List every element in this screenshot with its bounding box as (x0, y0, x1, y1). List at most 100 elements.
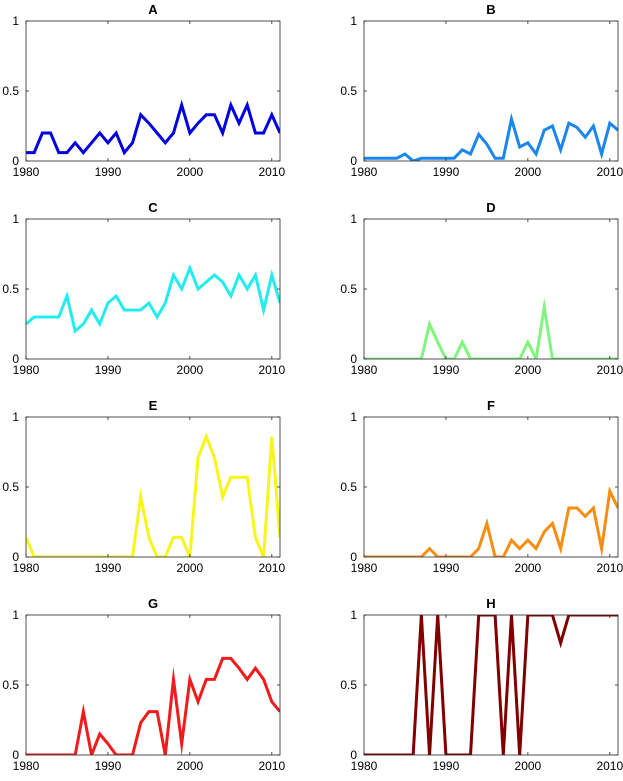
y-tick-label: 0.5 (340, 480, 357, 494)
axes-box (363, 20, 619, 162)
x-tick-label: 1990 (433, 759, 460, 773)
y-tick-label: 0 (12, 154, 19, 168)
data-point (404, 153, 406, 155)
data-point (551, 522, 553, 524)
subplot-title: F (487, 398, 495, 413)
data-point (140, 496, 142, 498)
data-point (600, 153, 602, 155)
subplot-a: A 0 0.5 1 1980 1990 2000 2010 (2, 2, 285, 179)
data-point (271, 701, 273, 703)
series-line (26, 263, 280, 334)
data-point (148, 302, 150, 304)
y-tick-label: 0 (12, 352, 19, 366)
data-point (510, 539, 512, 541)
x-tick-label: 1980 (351, 561, 378, 575)
data-point (246, 678, 248, 680)
y-tick-label: 0 (350, 748, 357, 762)
data-point (609, 122, 611, 124)
data-point (254, 132, 256, 134)
x-tick-label: 1990 (95, 759, 122, 773)
data-point (197, 456, 199, 458)
subplot-d: D 0 0.5 1 1980 1990 2000 2010 (340, 200, 623, 377)
data-point (478, 547, 480, 549)
data-point (437, 157, 439, 159)
axes-box (25, 20, 281, 162)
data-point (131, 309, 133, 311)
series-line (364, 112, 618, 161)
data-point (254, 667, 256, 669)
x-tick-label: 2010 (596, 363, 623, 377)
data-point (584, 136, 586, 138)
data-point (379, 157, 381, 159)
y-tick-label: 0 (350, 550, 357, 564)
data-point (99, 132, 101, 134)
y-tick-label: 0.5 (340, 282, 357, 296)
data-point (221, 132, 223, 134)
data-point (140, 722, 142, 724)
data-point (66, 295, 68, 297)
x-tick-label: 1990 (95, 561, 122, 575)
data-point (148, 710, 150, 712)
data-point (221, 496, 223, 498)
data-point (271, 274, 273, 276)
data-point (74, 142, 76, 144)
y-tick-label: 1 (350, 410, 357, 424)
y-tick-label: 0 (12, 748, 19, 762)
data-point (180, 536, 182, 538)
data-point (396, 157, 398, 159)
data-point (172, 132, 174, 134)
data-point (568, 122, 570, 124)
data-point (172, 536, 174, 538)
data-point (371, 157, 373, 159)
x-tick-label: 2000 (515, 561, 542, 575)
data-point (428, 157, 430, 159)
subplot-title: B (486, 2, 495, 17)
data-point (469, 153, 471, 155)
data-point (82, 151, 84, 153)
y-tick-label: 0.5 (2, 84, 19, 98)
x-tick-label: 1980 (351, 165, 378, 179)
data-point (559, 547, 561, 549)
data-point (33, 151, 35, 153)
data-point (99, 733, 101, 735)
data-point (262, 132, 264, 134)
data-point (82, 710, 84, 712)
x-tick-label: 2010 (596, 759, 623, 773)
y-tick-label: 0 (12, 550, 19, 564)
x-tick-label: 1990 (433, 363, 460, 377)
axes-box (363, 218, 619, 360)
data-point (49, 132, 51, 134)
x-tick-label: 2000 (515, 363, 542, 377)
data-point (527, 142, 529, 144)
data-point (213, 678, 215, 680)
data-point (262, 309, 264, 311)
data-point (107, 142, 109, 144)
data-point (246, 476, 248, 478)
x-tick-label: 1980 (13, 165, 40, 179)
x-tick-label: 2010 (596, 561, 623, 575)
x-tick-label: 2010 (258, 363, 285, 377)
data-point (90, 309, 92, 311)
data-point (156, 316, 158, 318)
data-point (551, 125, 553, 127)
data-point (246, 288, 248, 290)
data-point (453, 157, 455, 159)
x-tick-label: 2000 (177, 561, 204, 575)
data-point (180, 743, 182, 745)
x-tick-label: 2000 (515, 165, 542, 179)
data-point (510, 118, 512, 120)
data-point (115, 295, 117, 297)
data-point (189, 678, 191, 680)
data-point (164, 302, 166, 304)
data-point (230, 657, 232, 659)
x-tick-label: 1990 (433, 561, 460, 575)
data-point (576, 126, 578, 128)
data-point (518, 547, 520, 549)
subplot-h: H 0 0.5 1 1980 1990 2000 2010 (340, 596, 623, 773)
data-point (559, 149, 561, 151)
data-point (246, 104, 248, 106)
data-point (123, 151, 125, 153)
data-point (584, 515, 586, 517)
series-line (364, 297, 618, 359)
data-point (107, 302, 109, 304)
